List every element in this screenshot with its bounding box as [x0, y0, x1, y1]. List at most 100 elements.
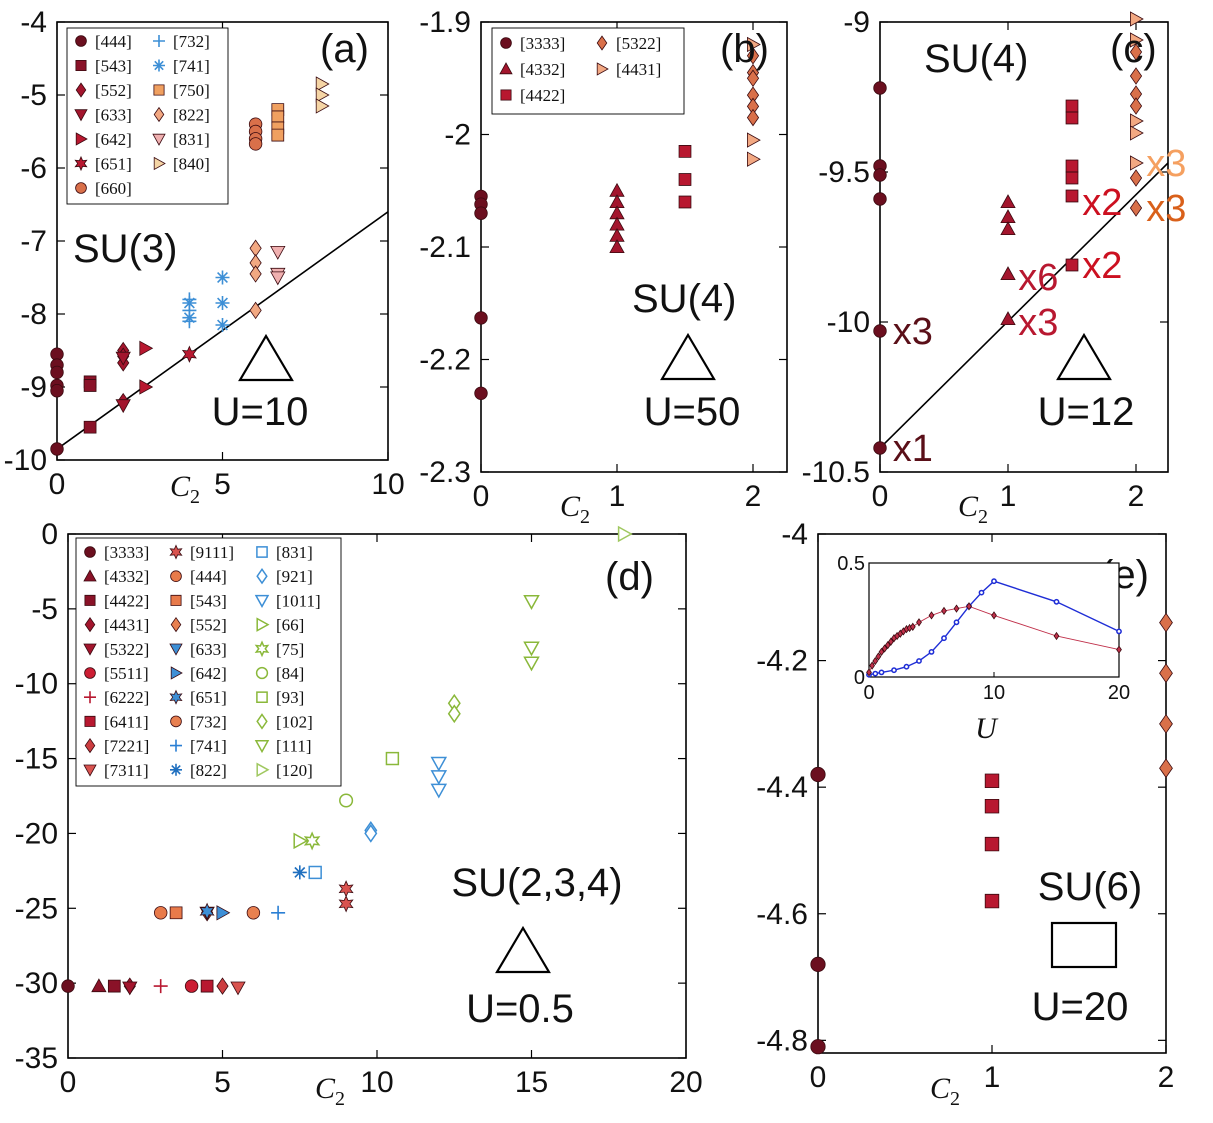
data-point [617, 525, 633, 543]
data-point [523, 641, 540, 657]
legend-entry: [732] [170, 712, 227, 731]
multiplicity-label: x3 [1146, 188, 1186, 230]
y-tick-label: -10.5 [802, 456, 870, 489]
symmetry-label: SU(2,3,4) [451, 861, 622, 905]
series-[5322] [1129, 43, 1143, 217]
legend-marker [75, 132, 88, 146]
data-point [339, 793, 354, 808]
legend-label: [3333] [520, 34, 565, 53]
y-tick-label: 0 [41, 518, 58, 551]
data-point [181, 345, 197, 363]
data-point [107, 979, 121, 993]
data-point [215, 318, 230, 332]
legend-label: [7221] [104, 737, 149, 756]
legend-entry: [4431] [596, 60, 661, 79]
y-tick-label: -2.2 [419, 344, 471, 377]
legend-marker [152, 133, 166, 146]
series-[3333] [61, 979, 75, 993]
data-point [1129, 43, 1143, 61]
data-point [50, 384, 64, 398]
legend-marker [256, 713, 268, 730]
x-tick-label: 0 [872, 480, 889, 513]
data-point [873, 168, 887, 182]
legend-label: [3333] [104, 543, 149, 562]
x-tick-label: 2 [1158, 1061, 1175, 1094]
series-[9111] [338, 880, 354, 913]
legend-label: [9111] [190, 543, 234, 562]
multiplicity-label: x3 [893, 311, 933, 353]
series-[4332] [609, 182, 625, 253]
panel-c: 0 1 2-9-9.5-10-10.5C2x3x1x6x3x2x2x3x3(c)SU… [802, 6, 1187, 528]
legend-label: [651] [190, 688, 227, 707]
data-point [678, 145, 692, 158]
data-point [1159, 612, 1173, 633]
legend-marker [170, 739, 182, 752]
legend-marker [84, 737, 96, 754]
series-[5322] [122, 981, 138, 996]
legend-marker [169, 689, 183, 705]
legend-label: [642] [190, 664, 227, 683]
legend-marker [255, 666, 269, 680]
inset-data-point [991, 611, 997, 620]
data-point [338, 880, 354, 898]
multiplicity-label: x3 [1018, 302, 1058, 344]
legend-label: [822] [190, 761, 227, 780]
y-tick-label: -2.3 [419, 456, 471, 489]
series-[741] [182, 270, 230, 332]
legend-label: [111] [276, 737, 312, 756]
series-[7221] [216, 977, 229, 995]
data-point [315, 76, 330, 92]
legend-label: [732] [190, 712, 227, 731]
legend-label: [444] [95, 32, 132, 51]
data-point [315, 87, 330, 103]
legend-label: [4332] [520, 60, 565, 79]
y-tick-label: -35 [15, 1042, 58, 1075]
x-tick-label: 5 [214, 468, 231, 501]
data-point [184, 979, 199, 993]
triangle-lattice-icon [238, 333, 294, 382]
x-tick-label: 0 [49, 468, 66, 501]
data-point [271, 905, 286, 920]
data-point [292, 865, 307, 880]
data-point [1065, 111, 1079, 125]
legend-label: [4332] [104, 567, 149, 586]
legend-entry: [111] [254, 737, 312, 756]
legend-marker [170, 570, 182, 583]
panel-d: 0 5 10 15 20 0 -5 -10 -15 -20 -25 -30 -35 C2 (d) SU(2,3… [15, 518, 703, 1110]
interaction-label: U=10 [212, 390, 309, 434]
legend-entry: [84] [255, 664, 304, 683]
data-point [249, 265, 262, 283]
data-point [364, 824, 378, 843]
data-point [249, 239, 262, 258]
legend-entry: [831] [256, 543, 313, 562]
y-tick-label: -10 [15, 668, 58, 701]
x-tick-label: 0 [473, 480, 490, 513]
series-[822] [249, 239, 262, 320]
panel-label: (a) [320, 27, 369, 71]
series-[4422] [1065, 99, 1079, 272]
legend-marker [75, 60, 87, 71]
data-point [447, 704, 461, 724]
data-point [810, 766, 826, 783]
legend-entry: [120] [256, 761, 313, 780]
legend-marker [75, 182, 87, 194]
legend-label: [6411] [104, 712, 149, 731]
series-[5511] [184, 979, 199, 993]
symmetry-label: SU(4) [632, 277, 736, 321]
legend-box [491, 27, 685, 115]
x-axis-label-main: C [560, 490, 581, 523]
y-tick-label: -5 [20, 79, 47, 112]
series-[750] [271, 103, 285, 142]
data-point [1065, 99, 1079, 113]
legend-label: [552] [190, 616, 227, 635]
series-[7311] [230, 981, 246, 996]
legend-marker [256, 546, 268, 558]
data-point [1130, 11, 1144, 27]
legend-entry: [660] [75, 179, 132, 198]
y-tick-label: -9 [20, 371, 47, 404]
legend-label: [4431] [104, 616, 149, 635]
legend-entry: [66] [256, 616, 304, 635]
square-lattice-icon [1050, 921, 1118, 969]
data-point [984, 799, 1000, 814]
series-[633] [115, 351, 131, 414]
